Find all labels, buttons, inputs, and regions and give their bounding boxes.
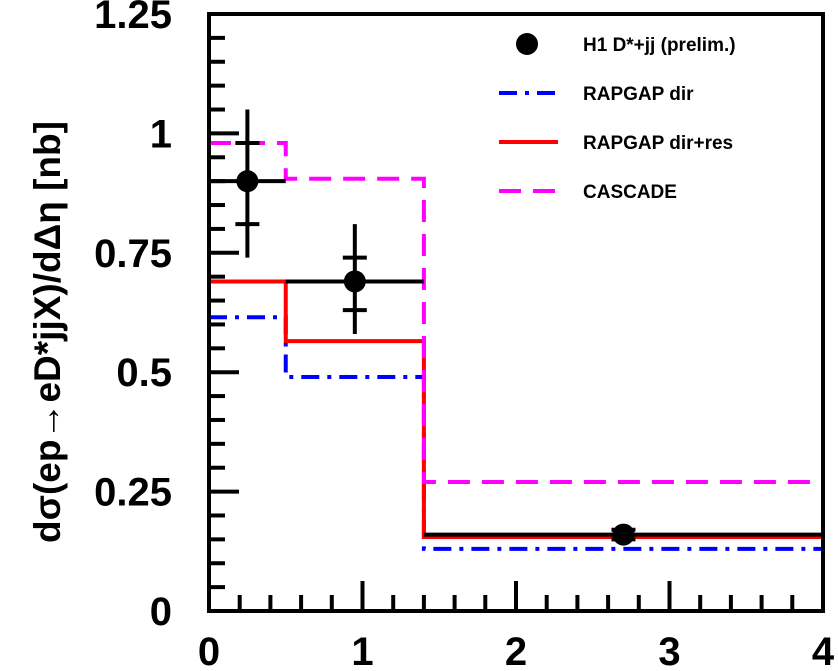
y-tick-label: 0.75: [94, 232, 172, 276]
legend-label: CASCADE: [583, 182, 677, 203]
data-point-3: [423, 523, 823, 546]
legend: H1 D*+jj (prelim.) RAPGAP dir RAPGAP dir+r…: [499, 33, 736, 203]
x-tick-label: 4: [812, 630, 835, 671]
plot-frame: [207, 12, 825, 613]
y-tick-label: 0.5: [116, 351, 172, 395]
data-point-marker: [236, 170, 259, 193]
data-point-marker: [343, 270, 366, 293]
series-rapgap-dir-res: [209, 279, 823, 539]
series-cascade: [209, 140, 823, 485]
legend-entry-4: CASCADE: [499, 182, 677, 203]
legend-label: RAPGAP dir: [583, 84, 694, 105]
legend-entry-1: H1 D*+jj (prelim.): [516, 33, 736, 56]
y-axis-label-group: dσ(ep→eD*jjX)/dΔη [nb]: [27, 121, 68, 543]
legend-label: RAPGAP dir+res: [583, 133, 733, 154]
legend-entry-3: RAPGAP dir+res: [499, 133, 733, 154]
y-axis-label: dσ(ep→eD*jjX)/dΔη [nb]: [27, 121, 68, 543]
ticks-layer: 0 1 2 3 4 0 0.25 0.5 0.75 1 1.25: [94, 0, 835, 671]
data-point-2: [285, 224, 424, 334]
data-point-1: [209, 109, 286, 258]
y-tick-label: 0: [150, 590, 172, 634]
y-tick-label: 1.25: [94, 0, 172, 37]
x-tick-label: 2: [505, 630, 527, 671]
x-tick-label: 1: [351, 630, 373, 671]
data-points-layer: [209, 109, 823, 546]
x-tick-label: 0: [198, 630, 220, 671]
series-layer: [209, 140, 823, 551]
legend-label: H1 D*+jj (prelim.): [583, 35, 736, 56]
y-tick-label: 1: [150, 112, 172, 156]
legend-entry-2: RAPGAP dir: [499, 84, 694, 105]
legend-marker: [516, 33, 538, 55]
x-tick-label: 3: [658, 630, 680, 671]
data-point-marker: [612, 523, 635, 546]
plot-frame-layer: [207, 12, 825, 613]
y-tick-label: 0.25: [94, 471, 172, 515]
series-rapgap-dir: [209, 315, 823, 551]
